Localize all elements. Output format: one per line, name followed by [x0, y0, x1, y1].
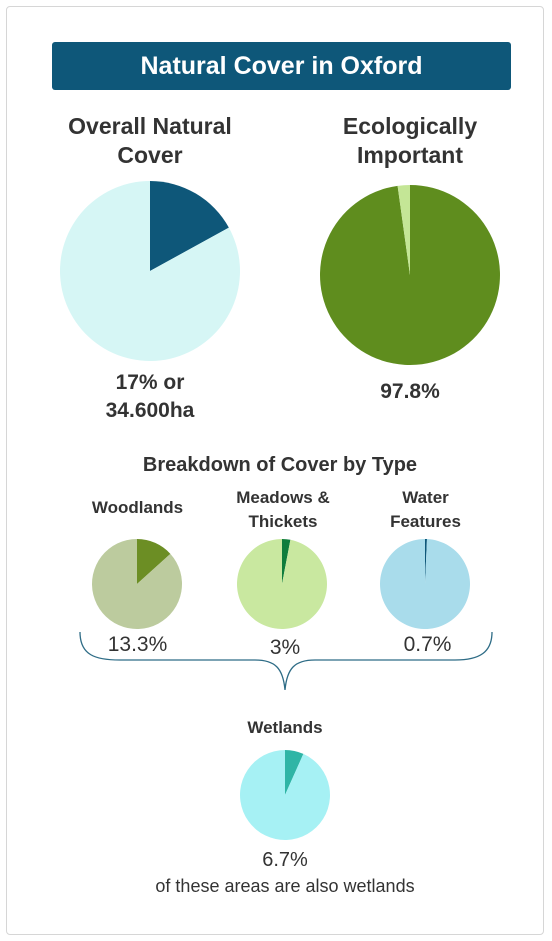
meadows-value: 3%	[269, 636, 301, 659]
overall-value: 17% or 34.600ha	[60, 369, 240, 425]
title-banner: Natural Cover in Oxford	[52, 42, 511, 90]
overall-heading-line2: Cover	[117, 142, 183, 168]
ecological-heading: Ecologically Important	[300, 112, 520, 170]
ecological-value: 97.8%	[380, 380, 440, 403]
woodlands-value: 13.3%	[107, 633, 168, 656]
water-label: Water Features	[358, 486, 493, 534]
breakdown-heading: Breakdown of Cover by Type	[142, 454, 418, 476]
page-title: Natural Cover in Oxford	[140, 51, 423, 80]
water-value: 0.7%	[403, 633, 452, 656]
ecological-heading-line1: Ecologically	[342, 113, 478, 139]
water-label-line1: Water	[402, 488, 449, 507]
meadows-label-line2: Thickets	[248, 512, 318, 531]
overall-heading: Overall Natural Cover	[40, 112, 260, 170]
meadows-label-line1: Meadows &	[236, 488, 330, 507]
water-label-line2: Features	[390, 512, 461, 531]
overall-value-line1: 17% or	[115, 371, 185, 394]
overall-value-line2: 34.600ha	[105, 399, 195, 422]
wetlands-value: 6.7%	[262, 849, 308, 871]
wetlands-note: of these areas are also wetlands	[155, 876, 415, 896]
wetlands-label: Wetlands	[247, 718, 323, 737]
overall-heading-line1: Overall Natural	[68, 113, 232, 139]
ecological-heading-line2: Important	[356, 142, 464, 168]
woodlands-label: Woodlands	[91, 498, 184, 517]
meadows-label: Meadows & Thickets	[213, 486, 353, 534]
